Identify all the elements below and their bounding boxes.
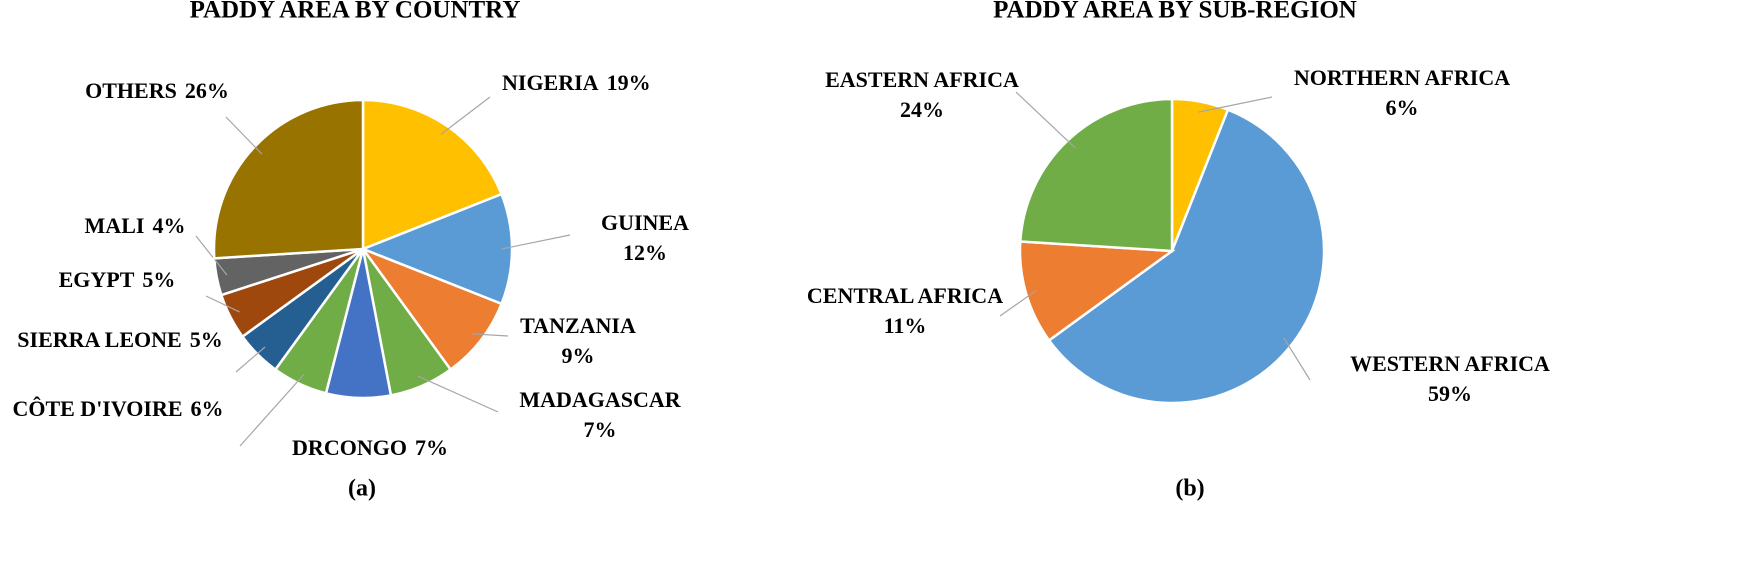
category-label: NORTHERN AFRICA: [1294, 65, 1510, 90]
leader-line: [1283, 337, 1311, 381]
value-label: 59%: [1428, 381, 1472, 406]
leader-line: [417, 375, 499, 413]
caption: (b): [1175, 476, 1204, 502]
category-label: SIERRA LEONE: [17, 327, 181, 352]
data-label: NIGERIA 19%: [502, 70, 651, 95]
category-label: MADAGASCAR: [519, 387, 681, 412]
data-label: MADAGASCAR 7%: [519, 387, 681, 442]
data-label: CÔTE D'IVOIRE 6%: [12, 396, 223, 421]
leader-line: [205, 295, 240, 313]
data-label: CENTRAL AFRICA 11%: [807, 283, 1003, 338]
value-label: 6%: [1386, 95, 1419, 120]
category-label: TANZANIA: [520, 313, 636, 338]
pie-slice: [1018, 240, 1176, 343]
chart-title: PADDY AREA BY COUNTRY: [190, 0, 521, 24]
value-label: 4%: [152, 213, 185, 238]
leader-line: [1198, 96, 1273, 113]
leader-line: [225, 116, 263, 155]
value-label: 11%: [884, 313, 927, 338]
leader-line: [472, 333, 509, 337]
leader-line: [235, 346, 266, 373]
leader-line: [239, 373, 305, 447]
category-label: DRCONGO: [292, 435, 407, 460]
pie-slice: [1018, 97, 1174, 253]
value-label: 19%: [607, 70, 651, 95]
leader-line: [440, 96, 491, 135]
pie-slice: [359, 192, 514, 306]
data-label: EGYPT 5%: [59, 267, 176, 292]
leader-line: [195, 235, 228, 276]
data-label: GUINEA 12%: [601, 210, 689, 265]
category-label: WESTERN AFRICA: [1350, 351, 1550, 376]
data-label: TANZANIA 9%: [520, 313, 636, 368]
category-label: GUINEA: [601, 210, 689, 235]
value-label: 26%: [185, 78, 229, 103]
value-label: 12%: [623, 240, 667, 265]
category-label: EASTERN AFRICA: [825, 67, 1019, 92]
pie-slice: [361, 98, 504, 251]
pie-slice: [212, 98, 365, 260]
data-label: DRCONGO 7%: [292, 435, 448, 460]
value-label: 7%: [415, 435, 448, 460]
caption: (a): [348, 476, 376, 502]
category-label: EGYPT: [59, 267, 135, 292]
category-label: CÔTE D'IVOIRE: [12, 396, 182, 421]
data-label: WESTERN AFRICA 59%: [1350, 351, 1550, 406]
data-label: NORTHERN AFRICA 6%: [1294, 65, 1510, 120]
value-label: 24%: [900, 97, 944, 122]
data-label: MALI 4%: [85, 213, 186, 238]
value-label: 7%: [584, 417, 617, 442]
value-label: 5%: [190, 327, 223, 352]
category-label: CENTRAL AFRICA: [807, 283, 1003, 308]
data-label: SIERRA LEONE 5%: [17, 327, 222, 352]
category-label: MALI: [85, 213, 145, 238]
leader-line: [1015, 91, 1076, 149]
chart-title: PADDY AREA BY SUB-REGION: [993, 0, 1357, 24]
pie-slice: [1047, 108, 1326, 405]
pie-slice: [359, 246, 504, 372]
value-label: 6%: [191, 396, 224, 421]
value-label: 5%: [142, 267, 175, 292]
data-label: OTHERS 26%: [85, 78, 229, 103]
category-label: NIGERIA: [502, 70, 599, 95]
leader-line: [501, 234, 571, 250]
value-label: 9%: [562, 343, 595, 368]
leader-line: [999, 289, 1037, 317]
category-label: OTHERS: [85, 78, 177, 103]
data-label: EASTERN AFRICA 24%: [825, 67, 1019, 122]
